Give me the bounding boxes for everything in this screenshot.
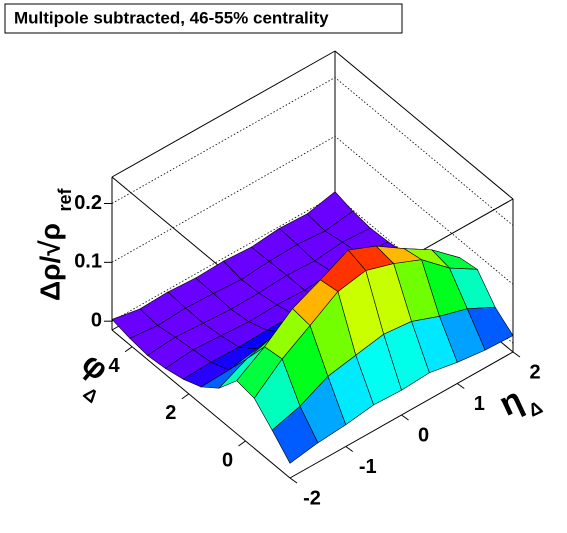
y-tick bbox=[181, 393, 190, 400]
grid-line bbox=[111, 135, 514, 285]
z-tick-label: 0 bbox=[91, 309, 102, 331]
box-edge bbox=[111, 50, 336, 178]
z-axis-title: Δρ/√ρ ref bbox=[34, 187, 74, 300]
y-tick bbox=[238, 440, 246, 447]
y-tick-label: 2 bbox=[165, 402, 176, 424]
z-axis-label: Δρ/√ρ bbox=[34, 223, 65, 301]
y-axis-label-sub: Δ bbox=[79, 383, 102, 407]
y-tick-label: 4 bbox=[109, 355, 121, 377]
x-tick-label: 2 bbox=[529, 361, 540, 383]
x-tick bbox=[512, 351, 521, 358]
x-tick bbox=[345, 446, 354, 452]
surface bbox=[111, 191, 514, 464]
x-tick-label: 0 bbox=[418, 424, 429, 446]
chart-title: Multipole subtracted, 46-55% centrality bbox=[14, 8, 329, 27]
z-axis-label-sub: ref bbox=[55, 187, 75, 211]
x-tick bbox=[456, 383, 465, 389]
surface-cell bbox=[271, 405, 319, 464]
x-tick-label: -2 bbox=[303, 487, 321, 509]
x-tick bbox=[401, 414, 409, 421]
grid-line bbox=[111, 76, 514, 226]
y-tick bbox=[124, 346, 133, 353]
x-tick bbox=[289, 477, 298, 484]
y-axis bbox=[111, 329, 291, 479]
z-tick-label: 0.1 bbox=[74, 251, 102, 273]
x-tick-label: 1 bbox=[474, 393, 485, 415]
x-axis-label-sub: Δ bbox=[525, 397, 545, 421]
x-axis-label: η bbox=[494, 381, 529, 424]
x-tick-label: -1 bbox=[359, 456, 377, 478]
y-tick-label: 0 bbox=[222, 449, 233, 471]
box-edge bbox=[334, 50, 514, 200]
y-axis-label: φ bbox=[75, 345, 116, 387]
z-tick-label: 0.2 bbox=[74, 192, 102, 214]
title-box bbox=[4, 3, 403, 34]
